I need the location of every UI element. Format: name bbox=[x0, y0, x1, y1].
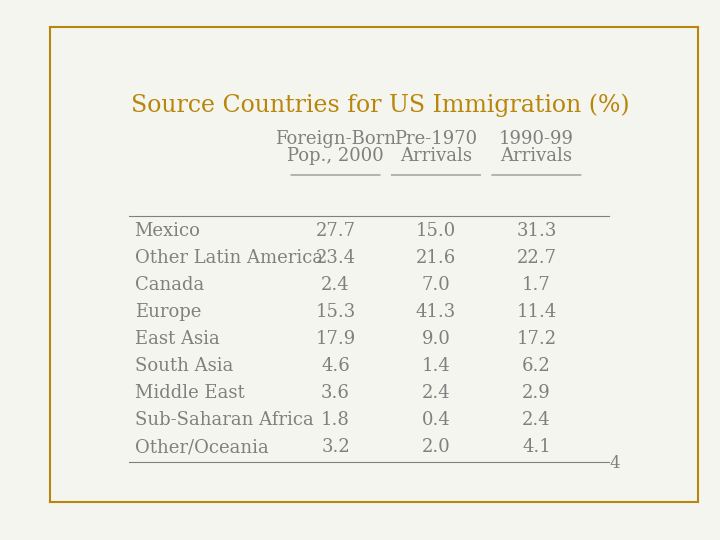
Text: 27.7: 27.7 bbox=[315, 222, 356, 240]
Text: 17.9: 17.9 bbox=[315, 330, 356, 348]
Text: Foreign-Born: Foreign-Born bbox=[275, 130, 396, 148]
Text: 3.6: 3.6 bbox=[321, 384, 350, 402]
Text: 22.7: 22.7 bbox=[516, 249, 557, 267]
Text: 1990-99: 1990-99 bbox=[499, 130, 574, 148]
Text: Pop., 2000: Pop., 2000 bbox=[287, 146, 384, 165]
Text: 2.4: 2.4 bbox=[321, 276, 350, 294]
Text: 2.9: 2.9 bbox=[522, 384, 551, 402]
Text: Europe: Europe bbox=[135, 303, 201, 321]
Text: South Asia: South Asia bbox=[135, 357, 233, 375]
Text: 9.0: 9.0 bbox=[421, 330, 451, 348]
Text: Sub-Saharan Africa: Sub-Saharan Africa bbox=[135, 411, 313, 429]
Text: Other/Oceania: Other/Oceania bbox=[135, 438, 269, 456]
Text: 2.0: 2.0 bbox=[422, 438, 450, 456]
Text: 3.2: 3.2 bbox=[321, 438, 350, 456]
Text: 41.3: 41.3 bbox=[416, 303, 456, 321]
Text: 15.0: 15.0 bbox=[416, 222, 456, 240]
Text: Middle East: Middle East bbox=[135, 384, 244, 402]
Text: 4: 4 bbox=[609, 455, 620, 472]
Text: 11.4: 11.4 bbox=[516, 303, 557, 321]
Text: 7.0: 7.0 bbox=[422, 276, 450, 294]
Text: 6.2: 6.2 bbox=[522, 357, 551, 375]
Text: Source Countries for US Immigration (%): Source Countries for US Immigration (%) bbox=[131, 94, 629, 117]
Text: Other Latin America: Other Latin America bbox=[135, 249, 323, 267]
Text: Mexico: Mexico bbox=[135, 222, 200, 240]
Text: 0.4: 0.4 bbox=[422, 411, 450, 429]
Text: 21.6: 21.6 bbox=[416, 249, 456, 267]
Text: Arrivals: Arrivals bbox=[500, 146, 572, 165]
Text: 1.7: 1.7 bbox=[522, 276, 551, 294]
Text: 4.6: 4.6 bbox=[321, 357, 350, 375]
Text: 23.4: 23.4 bbox=[315, 249, 356, 267]
Text: 15.3: 15.3 bbox=[315, 303, 356, 321]
Text: Canada: Canada bbox=[135, 276, 204, 294]
Text: 4.1: 4.1 bbox=[522, 438, 551, 456]
Text: East Asia: East Asia bbox=[135, 330, 220, 348]
Text: 2.4: 2.4 bbox=[522, 411, 551, 429]
Text: Pre-1970: Pre-1970 bbox=[395, 130, 477, 148]
Text: 2.4: 2.4 bbox=[422, 384, 450, 402]
Text: 1.4: 1.4 bbox=[422, 357, 450, 375]
Text: 17.2: 17.2 bbox=[516, 330, 557, 348]
Text: 1.8: 1.8 bbox=[321, 411, 350, 429]
Text: Arrivals: Arrivals bbox=[400, 146, 472, 165]
Text: 31.3: 31.3 bbox=[516, 222, 557, 240]
